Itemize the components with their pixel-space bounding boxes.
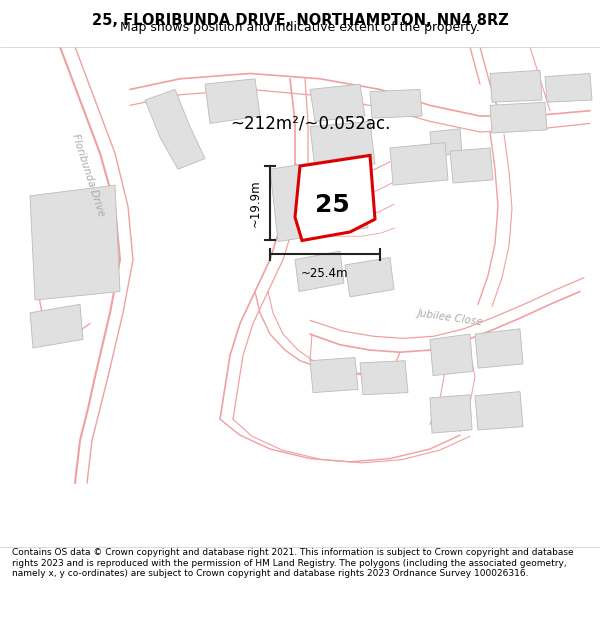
- Polygon shape: [295, 251, 344, 291]
- Polygon shape: [430, 395, 472, 433]
- Polygon shape: [310, 121, 375, 169]
- Polygon shape: [430, 129, 462, 156]
- Polygon shape: [295, 156, 375, 241]
- Polygon shape: [475, 391, 523, 430]
- Polygon shape: [450, 148, 493, 183]
- Text: Map shows position and indicative extent of the property.: Map shows position and indicative extent…: [120, 21, 480, 34]
- Text: Contains OS data © Crown copyright and database right 2021. This information is : Contains OS data © Crown copyright and d…: [12, 548, 574, 578]
- Polygon shape: [475, 329, 523, 368]
- Polygon shape: [490, 70, 542, 102]
- Polygon shape: [490, 102, 547, 133]
- Polygon shape: [360, 361, 408, 395]
- Polygon shape: [30, 304, 83, 348]
- Text: ~212m²/~0.052ac.: ~212m²/~0.052ac.: [230, 114, 390, 132]
- Text: 25: 25: [314, 193, 349, 217]
- Text: Jubilee Close: Jubilee Close: [416, 309, 484, 328]
- Polygon shape: [30, 185, 120, 300]
- Text: 25, FLORIBUNDA DRIVE, NORTHAMPTON, NN4 8RZ: 25, FLORIBUNDA DRIVE, NORTHAMPTON, NN4 8…: [92, 13, 508, 28]
- Polygon shape: [545, 74, 592, 102]
- Polygon shape: [145, 89, 205, 169]
- Polygon shape: [310, 357, 358, 392]
- Polygon shape: [270, 156, 368, 241]
- Text: Floribunda Drive: Floribunda Drive: [70, 132, 106, 217]
- Polygon shape: [310, 84, 365, 121]
- Text: ~19.9m: ~19.9m: [249, 179, 262, 227]
- Polygon shape: [205, 79, 260, 124]
- Polygon shape: [430, 334, 473, 376]
- Text: ~25.4m: ~25.4m: [301, 267, 349, 280]
- Polygon shape: [390, 142, 448, 185]
- Polygon shape: [370, 89, 422, 118]
- Polygon shape: [345, 258, 394, 297]
